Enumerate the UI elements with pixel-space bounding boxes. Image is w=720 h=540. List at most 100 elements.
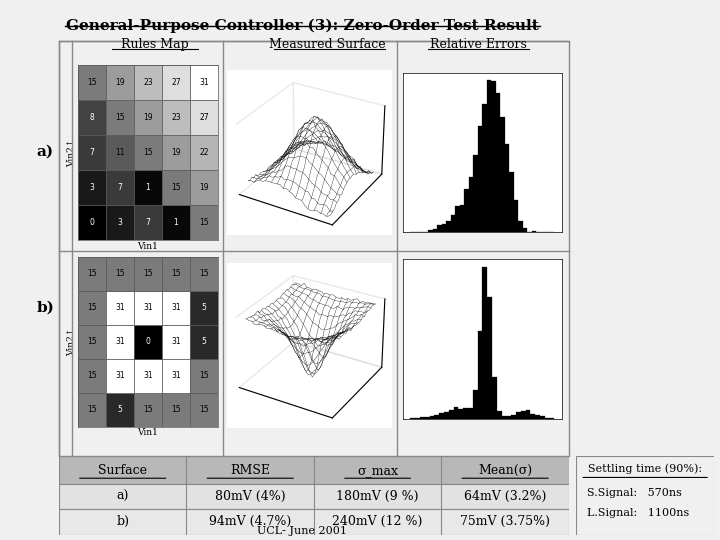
Bar: [162, 205, 190, 240]
Text: 15: 15: [143, 269, 153, 278]
Bar: [59, 484, 569, 509]
Text: 8: 8: [89, 113, 94, 122]
Text: 1: 1: [174, 218, 179, 227]
Bar: [487, 80, 492, 232]
Text: 31: 31: [171, 337, 181, 346]
Bar: [106, 291, 134, 325]
Bar: [134, 291, 162, 325]
Text: 27: 27: [199, 113, 209, 122]
Y-axis label: Vin2↑: Vin2↑: [68, 327, 76, 356]
Text: 180mV (9 %): 180mV (9 %): [336, 490, 419, 503]
Bar: [505, 144, 510, 232]
Text: 31: 31: [171, 371, 181, 380]
Bar: [460, 205, 464, 232]
Bar: [78, 100, 106, 135]
Bar: [190, 359, 218, 393]
Text: 5: 5: [117, 405, 122, 414]
Bar: [468, 408, 473, 418]
Text: 22: 22: [199, 148, 209, 157]
Bar: [78, 256, 106, 291]
Text: b): b): [37, 301, 54, 315]
Text: General-Purpose Controller (3): Zero-Order Test Result: General-Purpose Controller (3): Zero-Ord…: [66, 18, 539, 33]
Text: 15: 15: [143, 148, 153, 157]
Bar: [497, 411, 502, 418]
Text: 31: 31: [115, 371, 125, 380]
Bar: [474, 155, 478, 232]
Bar: [162, 100, 190, 135]
Text: 15: 15: [143, 405, 153, 414]
Text: 31: 31: [143, 303, 153, 312]
Text: 240mV (12 %): 240mV (12 %): [333, 515, 423, 528]
Bar: [106, 325, 134, 359]
Text: a): a): [37, 144, 54, 158]
Text: 80mV (4%): 80mV (4%): [215, 490, 286, 503]
X-axis label: Vin1: Vin1: [138, 428, 158, 437]
Bar: [106, 65, 134, 100]
Text: 19: 19: [143, 113, 153, 122]
Text: 15: 15: [87, 269, 96, 278]
Bar: [106, 256, 134, 291]
Text: 3: 3: [89, 183, 94, 192]
Text: 15: 15: [171, 269, 181, 278]
Text: 15: 15: [199, 405, 209, 414]
Text: 15: 15: [87, 405, 96, 414]
Bar: [134, 325, 162, 359]
Bar: [190, 256, 218, 291]
Text: a): a): [117, 490, 129, 503]
Text: 15: 15: [115, 269, 125, 278]
Bar: [162, 291, 190, 325]
Bar: [190, 325, 218, 359]
Bar: [454, 407, 459, 419]
Bar: [477, 331, 482, 418]
Text: 7: 7: [145, 218, 150, 227]
Text: 27: 27: [171, 78, 181, 87]
Text: 7: 7: [89, 148, 94, 157]
Bar: [442, 224, 446, 232]
Bar: [190, 170, 218, 205]
Bar: [434, 415, 439, 418]
Bar: [514, 200, 518, 232]
Bar: [78, 325, 106, 359]
Bar: [430, 416, 434, 419]
Bar: [190, 291, 218, 325]
Bar: [78, 65, 106, 100]
Text: 15: 15: [199, 269, 209, 278]
Text: 15: 15: [87, 371, 96, 380]
Bar: [459, 409, 463, 418]
Bar: [59, 509, 569, 535]
Bar: [134, 359, 162, 393]
Text: 94mV (4.7%): 94mV (4.7%): [209, 515, 292, 528]
Bar: [162, 65, 190, 100]
Bar: [106, 359, 134, 393]
Text: Mean(σ): Mean(σ): [478, 464, 532, 477]
Bar: [438, 225, 442, 232]
Bar: [134, 135, 162, 170]
Text: 11: 11: [115, 148, 125, 157]
Bar: [134, 100, 162, 135]
Bar: [78, 135, 106, 170]
Text: 5: 5: [202, 337, 207, 346]
Bar: [473, 390, 477, 418]
Text: Measured Surface: Measured Surface: [269, 38, 386, 51]
Bar: [106, 135, 134, 170]
Text: 5: 5: [202, 303, 207, 312]
Bar: [134, 170, 162, 205]
Bar: [487, 298, 492, 418]
Text: 15: 15: [171, 405, 181, 414]
Bar: [425, 417, 430, 418]
Text: 15: 15: [87, 303, 96, 312]
Text: 0: 0: [145, 337, 150, 346]
Text: 3: 3: [117, 218, 122, 227]
Bar: [134, 256, 162, 291]
Text: 19: 19: [199, 183, 209, 192]
Bar: [190, 205, 218, 240]
Bar: [162, 393, 190, 427]
Bar: [500, 117, 505, 232]
Bar: [106, 393, 134, 427]
Bar: [190, 135, 218, 170]
Bar: [78, 291, 106, 325]
Bar: [134, 65, 162, 100]
Text: 15: 15: [87, 78, 96, 87]
Bar: [478, 126, 482, 232]
Text: 31: 31: [115, 303, 125, 312]
